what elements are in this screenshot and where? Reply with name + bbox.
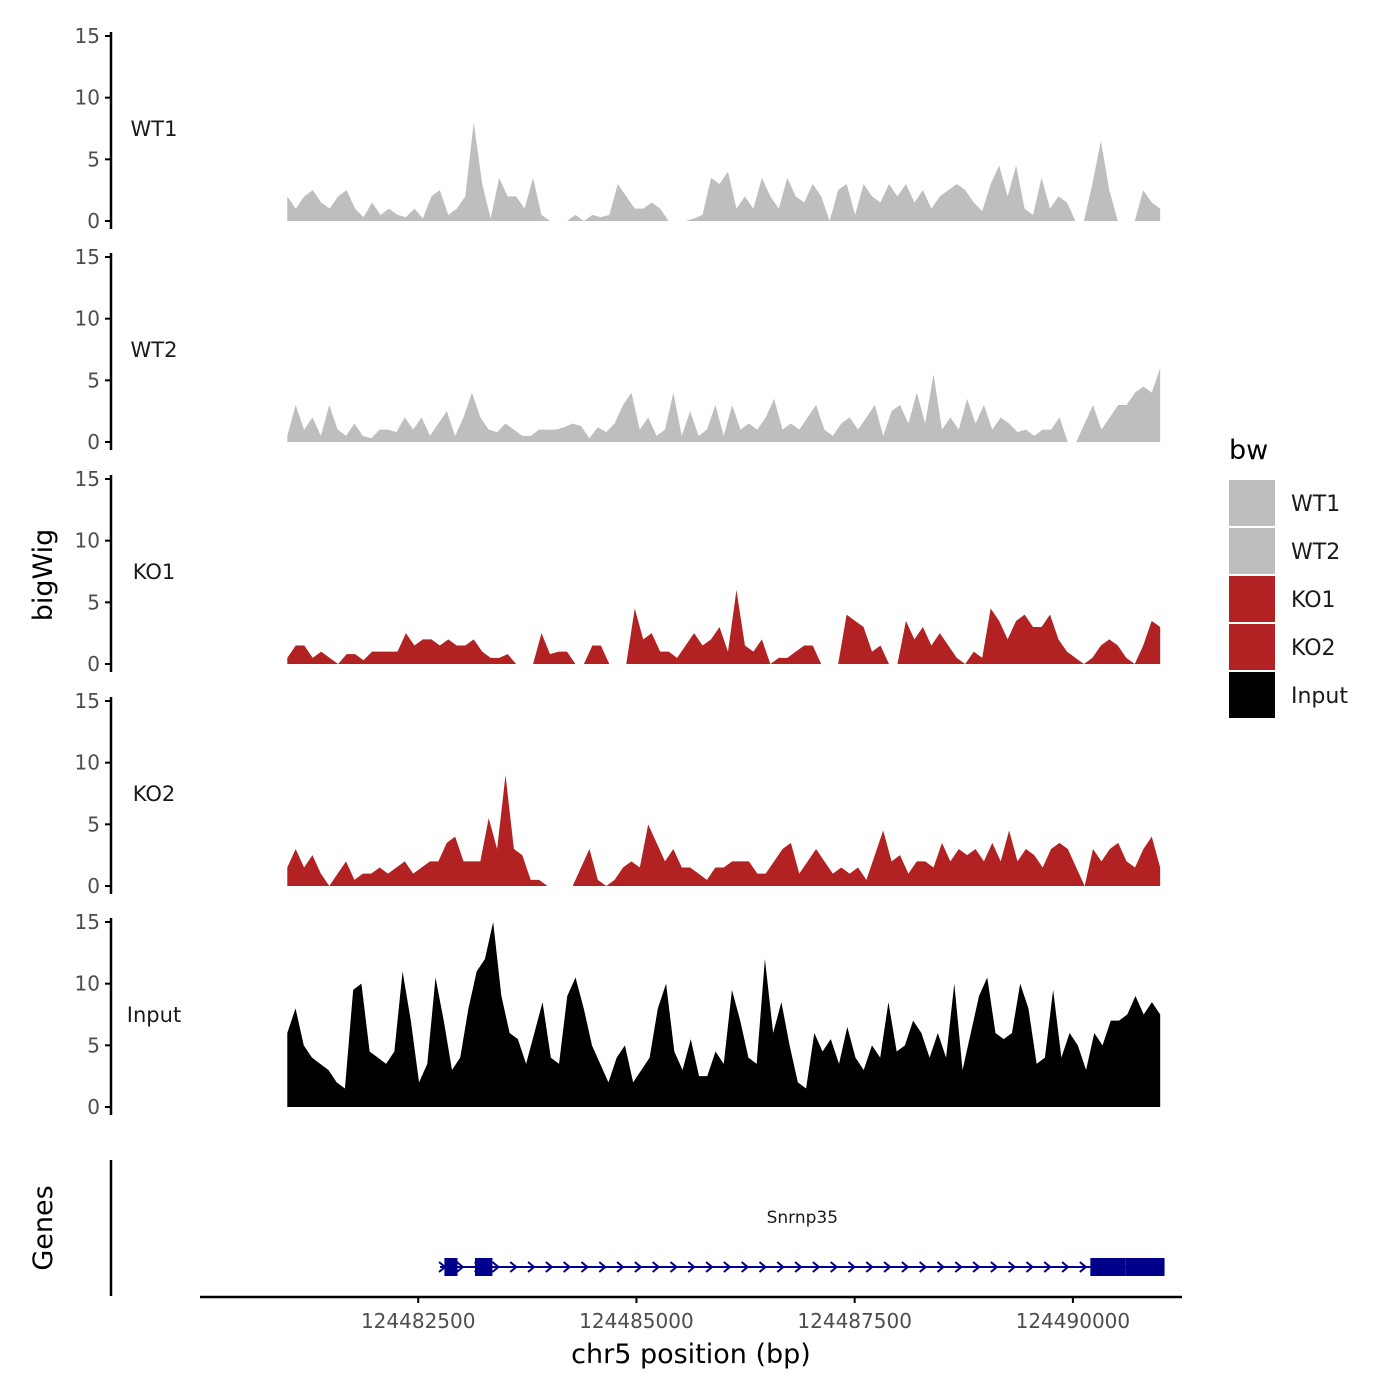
strand-arrow <box>705 1261 714 1273</box>
legend-key-ko2 <box>1229 624 1275 670</box>
y-tick-label: 5 <box>87 1033 100 1057</box>
track-label: WT1 <box>131 117 178 141</box>
strand-arrow <box>1061 1261 1070 1273</box>
gene-name-label: Snrnp35 <box>767 1208 838 1228</box>
area-input <box>287 922 1161 1107</box>
y-tick-label: 15 <box>75 245 100 269</box>
strand-arrow <box>883 1261 892 1273</box>
exon <box>1090 1258 1126 1276</box>
strand-arrow <box>830 1261 839 1273</box>
strand-arrow <box>794 1261 803 1273</box>
y-tick-label: 0 <box>87 430 100 454</box>
strand-arrow <box>1043 1261 1052 1273</box>
track-ko2: 0 5 10 15 KO2 <box>75 689 1161 898</box>
strand-arrow <box>758 1261 768 1273</box>
area-ko1 <box>287 590 1161 664</box>
strand-arrow <box>1025 1261 1035 1273</box>
strand-arrow <box>545 1261 554 1273</box>
track-ko1: 0 5 10 15 KO1 <box>75 467 1161 676</box>
track-label: WT2 <box>131 338 178 362</box>
strand-arrow <box>919 1261 928 1273</box>
x-tick-label: 124490000 <box>1016 1309 1131 1333</box>
legend-title: bw <box>1229 435 1268 466</box>
y-tick-label: 15 <box>75 689 100 713</box>
strand-arrow <box>972 1261 981 1273</box>
exon <box>474 1258 493 1276</box>
gene-snrnp35: Snrnp35 <box>438 1208 1165 1276</box>
strand-arrow <box>847 1261 857 1273</box>
strand-arrow <box>527 1261 536 1273</box>
y-tick-label: 0 <box>87 874 100 898</box>
track-wt2: 0 5 10 15 WT2 <box>75 245 1161 454</box>
track-label: KO1 <box>133 560 176 584</box>
strand-arrow <box>634 1261 643 1273</box>
legend-label-ko1: KO1 <box>1291 588 1336 613</box>
bigwig-tracks: 0 5 10 15 WT1 0 5 10 15 WT2 0 5 10 15 KO1 0 5 10 15 KO2 0 5 10… <box>28 24 1161 1119</box>
strand-arrow <box>776 1261 785 1273</box>
strand-arrow <box>616 1261 625 1273</box>
y-tick-label: 15 <box>75 467 100 491</box>
gene-axis-title: Genes <box>28 1185 59 1270</box>
strand-arrow <box>865 1261 874 1273</box>
legend-label-ko2: KO2 <box>1291 636 1336 661</box>
y-tick-label: 10 <box>75 307 100 331</box>
legend-key-wt1 <box>1229 480 1275 526</box>
strand-arrow <box>580 1261 590 1273</box>
exon <box>444 1258 458 1276</box>
strand-arrow <box>598 1261 607 1273</box>
x-tick-label: 124485000 <box>579 1309 694 1333</box>
strand-arrow <box>741 1261 750 1273</box>
x-axis: 124482500 124485000 124487500 124490000 chr5… <box>200 1295 1182 1370</box>
y-tick-label: 5 <box>87 147 100 171</box>
area-wt2 <box>287 368 1161 442</box>
legend: bw WT1 WT2 KO1 KO2 Input <box>1229 435 1348 718</box>
y-tick-label: 5 <box>87 812 100 836</box>
strand-arrow <box>563 1261 572 1273</box>
track-input: 0 5 10 15 Input <box>75 910 1161 1119</box>
strand-arrow <box>954 1261 963 1273</box>
track-wt1: 0 5 10 15 WT1 <box>75 24 1161 233</box>
y-tick-label: 10 <box>75 86 100 110</box>
legend-key-input <box>1229 672 1275 718</box>
x-tick-label: 124487500 <box>797 1309 912 1333</box>
y-tick-label: 5 <box>87 368 100 392</box>
strand-arrow <box>901 1261 910 1273</box>
y-tick-label: 0 <box>87 1095 100 1119</box>
strand-arrow <box>491 1261 501 1273</box>
strand-arrow <box>723 1261 732 1273</box>
y-tick-label: 5 <box>87 590 100 614</box>
area-wt1 <box>287 122 1161 221</box>
track-label: KO2 <box>133 782 176 806</box>
legend-key-ko1 <box>1229 576 1275 622</box>
y-tick-label: 0 <box>87 652 100 676</box>
strand-arrow <box>509 1261 518 1273</box>
y-tick-label: 0 <box>87 209 100 233</box>
y-tick-label: 10 <box>75 751 100 775</box>
track-label: Input <box>127 1003 181 1027</box>
y-axis-title: bigWig <box>28 529 59 622</box>
legend-label-input: Input <box>1291 684 1348 709</box>
x-tick-label: 124482500 <box>361 1309 476 1333</box>
y-tick-label: 15 <box>75 910 100 934</box>
strand-arrow <box>812 1261 821 1273</box>
strand-arrow <box>669 1261 679 1273</box>
strand-arrow <box>652 1261 661 1273</box>
y-tick-label: 15 <box>75 24 100 48</box>
x-axis-title: chr5 position (bp) <box>571 1339 811 1370</box>
y-tick-label: 10 <box>75 972 100 996</box>
strand-arrow <box>1007 1261 1017 1273</box>
strand-arrow <box>687 1261 696 1273</box>
legend-label-wt2: WT2 <box>1291 540 1340 565</box>
strand-arrow <box>936 1261 946 1273</box>
strand-arrow <box>990 1261 999 1273</box>
legend-label-wt1: WT1 <box>1291 492 1340 517</box>
legend-key-wt2 <box>1229 528 1275 574</box>
gene-panel: Genes Snrnp35 <box>28 1160 1165 1296</box>
strand-arrow <box>456 1261 465 1273</box>
y-tick-label: 10 <box>75 529 100 553</box>
exon <box>1125 1258 1165 1276</box>
strand-arrow <box>1079 1261 1088 1273</box>
area-ko2 <box>287 775 1161 886</box>
